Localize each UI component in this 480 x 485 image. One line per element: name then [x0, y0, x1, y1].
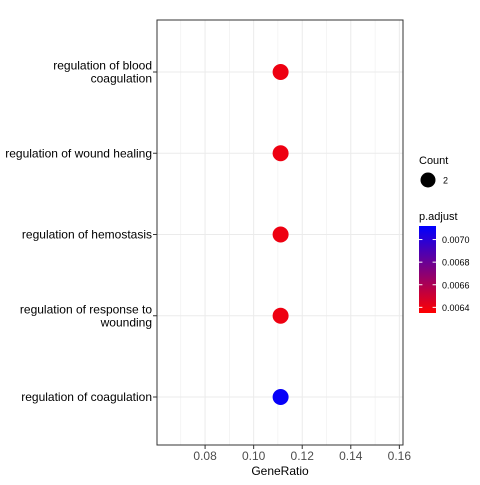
count-legend-label: 2	[443, 176, 448, 186]
x-axis-title: GeneRatio	[251, 464, 309, 478]
y-axis: regulation of blood coagulation regulation…	[5, 59, 157, 404]
data-point	[272, 145, 289, 162]
count-legend-title: Count	[419, 155, 448, 167]
p-adjust-legend: p.adjust 0.0064 0.0066 0.0068 0.0070	[419, 211, 470, 313]
x-axis: 0.08 0.10 0.12 0.14 0.16	[193, 445, 411, 463]
x-tick-label: 0.12	[291, 449, 315, 463]
y-tick-label: regulation of response to wounding	[20, 302, 152, 329]
y-tick-label: regulation of coagulation	[21, 390, 152, 404]
plot-panel-border	[156, 19, 404, 446]
x-tick-label: 0.14	[339, 449, 363, 463]
data-points	[272, 64, 289, 405]
data-point	[272, 226, 289, 243]
y-tick-label: regulation of blood coagulation	[53, 59, 152, 86]
data-point	[272, 64, 289, 80]
y-tick-label: regulation of wound healing	[5, 146, 152, 160]
p-adjust-colorbar	[419, 226, 436, 313]
x-tick-label: 0.08	[193, 449, 217, 463]
colorbar-tick-label: 0.0064	[442, 303, 470, 313]
p-adjust-legend-title: p.adjust	[419, 211, 458, 223]
count-legend: Count 2	[419, 155, 448, 188]
colorbar-tick-label: 0.0068	[442, 258, 470, 268]
data-point	[272, 307, 289, 324]
x-tick-label: 0.10	[242, 449, 266, 463]
colorbar-tick-label: 0.0070	[442, 235, 470, 245]
x-tick-label: 0.16	[388, 449, 412, 463]
data-point	[272, 389, 289, 405]
count-legend-key	[420, 172, 436, 188]
y-tick-label: regulation of hemostasis	[22, 228, 152, 242]
colorbar-tick-label: 0.0066	[442, 280, 470, 290]
